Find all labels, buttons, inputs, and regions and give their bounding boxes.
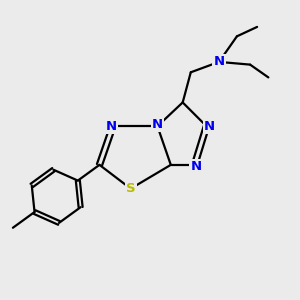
Text: N: N [106, 120, 117, 133]
Text: N: N [152, 118, 163, 131]
Text: N: N [213, 56, 225, 68]
Text: S: S [126, 182, 136, 195]
Text: N: N [190, 160, 202, 173]
Text: N: N [204, 120, 215, 133]
